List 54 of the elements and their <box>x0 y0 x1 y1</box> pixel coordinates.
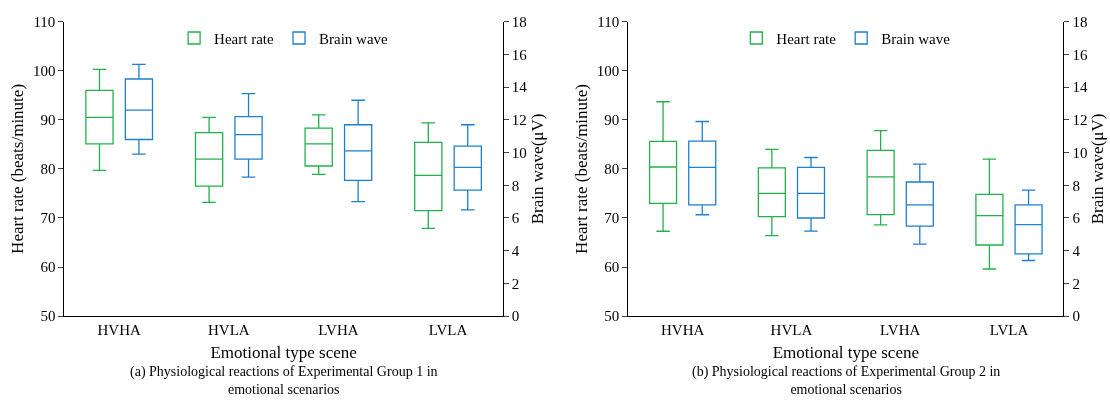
x-tick-label: HVLA <box>770 322 813 339</box>
y-tick-label: 70 <box>40 210 56 227</box>
y2-tick-label: 12 <box>1072 112 1088 129</box>
y-tick-label: 90 <box>604 112 620 129</box>
x-tick-label: HVHA <box>97 322 142 339</box>
y2-axis-title: Brain wave(μV) <box>1088 113 1108 225</box>
y2-tick-label: 8 <box>511 177 520 194</box>
y-tick-label: 80 <box>40 161 56 178</box>
y2-tick-label: 16 <box>511 46 528 63</box>
y2-tick-label: 10 <box>511 144 527 161</box>
y2-tick-label: 6 <box>1072 210 1081 227</box>
y2-tick-label: 0 <box>511 308 520 325</box>
y2-tick-label: 16 <box>1072 46 1088 63</box>
x-tick-label: LVHA <box>880 322 921 339</box>
y2-tick-label: 6 <box>511 210 520 227</box>
y-tick-label: 50 <box>40 308 56 325</box>
y2-tick-label: 2 <box>511 275 520 292</box>
y-tick-label: 60 <box>604 259 620 276</box>
y-tick-label: 110 <box>597 14 620 30</box>
text: (a) Physiological reactions of Experimental Group 1 in emotional scenarios <box>130 364 438 398</box>
y-tick-label: 90 <box>40 112 56 129</box>
x-tick-label: LVLA <box>989 322 1029 339</box>
x-tick-label: LVHA <box>318 322 359 339</box>
y-tick-label: 100 <box>32 63 56 80</box>
y2-tick-label: 14 <box>511 79 528 96</box>
y2-tick-label: 0 <box>1072 308 1080 325</box>
y2-tick-label: 4 <box>511 242 520 259</box>
y2-tick-label: 12 <box>511 112 527 129</box>
y2-tick-label: 8 <box>1072 177 1080 194</box>
x-tick-label: HVHA <box>660 322 705 339</box>
y-tick-label: 80 <box>604 161 620 178</box>
y2-tick-label: 14 <box>1072 79 1088 96</box>
text: (b) Physiological reactions of Experimental Group 2 in emotional scenarios <box>692 364 1001 398</box>
y2-tick-label: 4 <box>1072 242 1081 259</box>
y-axis-title: Heart rate (beats/minute) <box>8 83 28 254</box>
y2-axis-title: Brain wave(μV) <box>527 113 547 225</box>
y-axis-title: Heart rate (beats/minute) <box>572 83 592 254</box>
y2-tick-label: 2 <box>1072 275 1080 292</box>
y-tick-label: 110 <box>33 14 56 30</box>
legend-label: Brain wave <box>318 30 389 47</box>
y-tick-label: 70 <box>604 210 620 227</box>
y-tick-label: 50 <box>604 308 620 325</box>
y2-tick-label: 18 <box>1072 14 1088 30</box>
y-tick-label: 60 <box>40 259 56 276</box>
x-axis-title: Emotional type scene <box>210 342 357 362</box>
x-tick-label: LVLA <box>428 322 468 339</box>
y-tick-label: 100 <box>596 63 620 80</box>
x-axis-title: Emotional type scene <box>772 342 919 362</box>
legend-label: Heart rate <box>214 30 274 47</box>
x-tick-label: HVLA <box>207 322 250 339</box>
y2-tick-label: 18 <box>511 14 527 30</box>
y2-tick-label: 10 <box>1072 144 1088 161</box>
legend-label: Brain wave <box>881 30 951 47</box>
legend-label: Heart rate <box>776 30 837 47</box>
